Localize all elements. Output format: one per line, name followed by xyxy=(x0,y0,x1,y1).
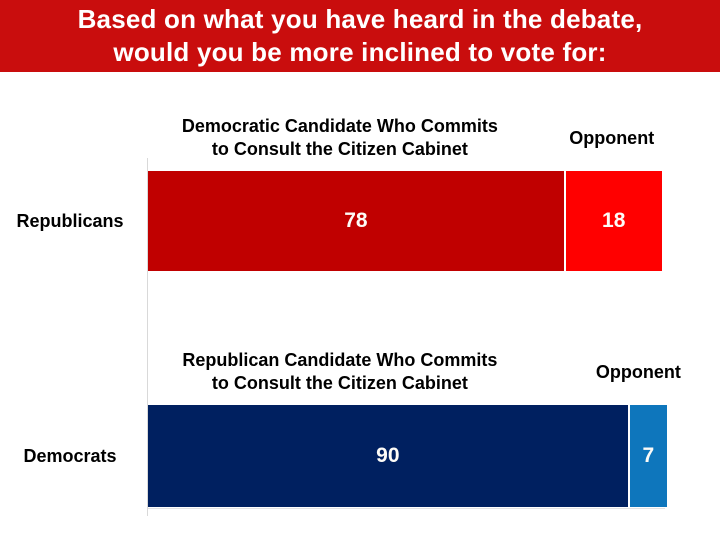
chart2-category-label: Democrats xyxy=(23,445,117,466)
chart1-header-row: Democratic Candidate Who Commits to Cons… xyxy=(148,108,681,168)
chart1-bar-row: 78 18 xyxy=(148,171,681,271)
chart2-series1-header-line2: to Consult the Citizen Cabinet xyxy=(211,373,468,393)
slide-title: Based on what you have heard in the deba… xyxy=(0,0,720,72)
chart2-candidate-bar: 90 xyxy=(148,405,628,507)
chart2-candidate-value: 90 xyxy=(376,444,400,467)
chart1-opponent-bar: 18 xyxy=(565,171,662,271)
chart2-bar-row: 90 7 xyxy=(148,405,681,507)
category-axis-line xyxy=(147,158,148,516)
chart1-category-label: Republicans xyxy=(16,210,124,231)
chart2-header-row: Republican Candidate Who Commits to Cons… xyxy=(148,342,681,402)
chart1-opponent-header: Opponent xyxy=(569,127,655,148)
chart1-series1-header-line1: Democratic Candidate Who Commits xyxy=(181,116,498,136)
chart2-opponent-value: 7 xyxy=(642,444,655,467)
chart1-opponent-value: 18 xyxy=(602,209,626,232)
chart2-series1-header-line1: Republican Candidate Who Commits xyxy=(182,350,498,370)
chart1-candidate-bar: 78 xyxy=(148,171,564,271)
chart1-series1-header: Democratic Candidate Who Commits to Cons… xyxy=(148,108,532,168)
chart2-opponent-header: Opponent xyxy=(595,361,681,382)
chart1-series1-header-line2: to Consult the Citizen Cabinet xyxy=(211,139,468,159)
chart2-series1-header: Republican Candidate Who Commits to Cons… xyxy=(148,342,532,402)
chart1-candidate-value: 78 xyxy=(344,209,368,232)
slide-title-line2: would you be more inclined to vote for: xyxy=(113,37,607,67)
chart2-baseline xyxy=(148,508,665,509)
slide-title-line1: Based on what you have heard in the deba… xyxy=(77,4,643,34)
chart2-opponent-bar: 7 xyxy=(629,405,667,507)
